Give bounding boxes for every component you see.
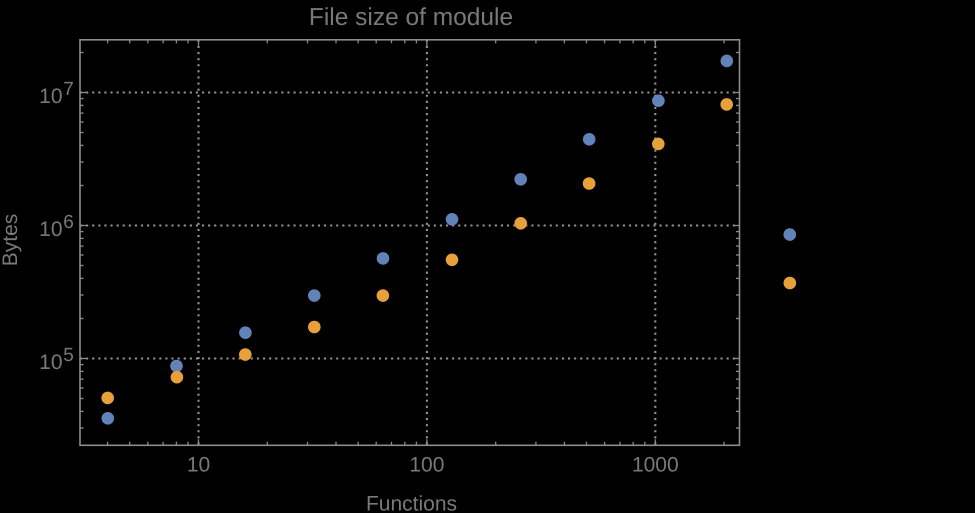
svg-text:10: 10 [39, 218, 62, 241]
svg-text:5: 5 [63, 345, 74, 366]
svg-text:10: 10 [39, 351, 62, 374]
svg-text:100: 100 [409, 454, 444, 477]
svg-text:Bytes: Bytes [0, 214, 22, 267]
svg-text:Functions: Functions [366, 493, 457, 513]
svg-text:10: 10 [39, 85, 62, 108]
svg-text:6: 6 [63, 212, 74, 233]
svg-text:7: 7 [63, 79, 74, 100]
svg-text:File size of module: File size of module [309, 4, 513, 31]
svg-text:1000: 1000 [632, 454, 679, 477]
svg-text:10: 10 [187, 454, 210, 477]
